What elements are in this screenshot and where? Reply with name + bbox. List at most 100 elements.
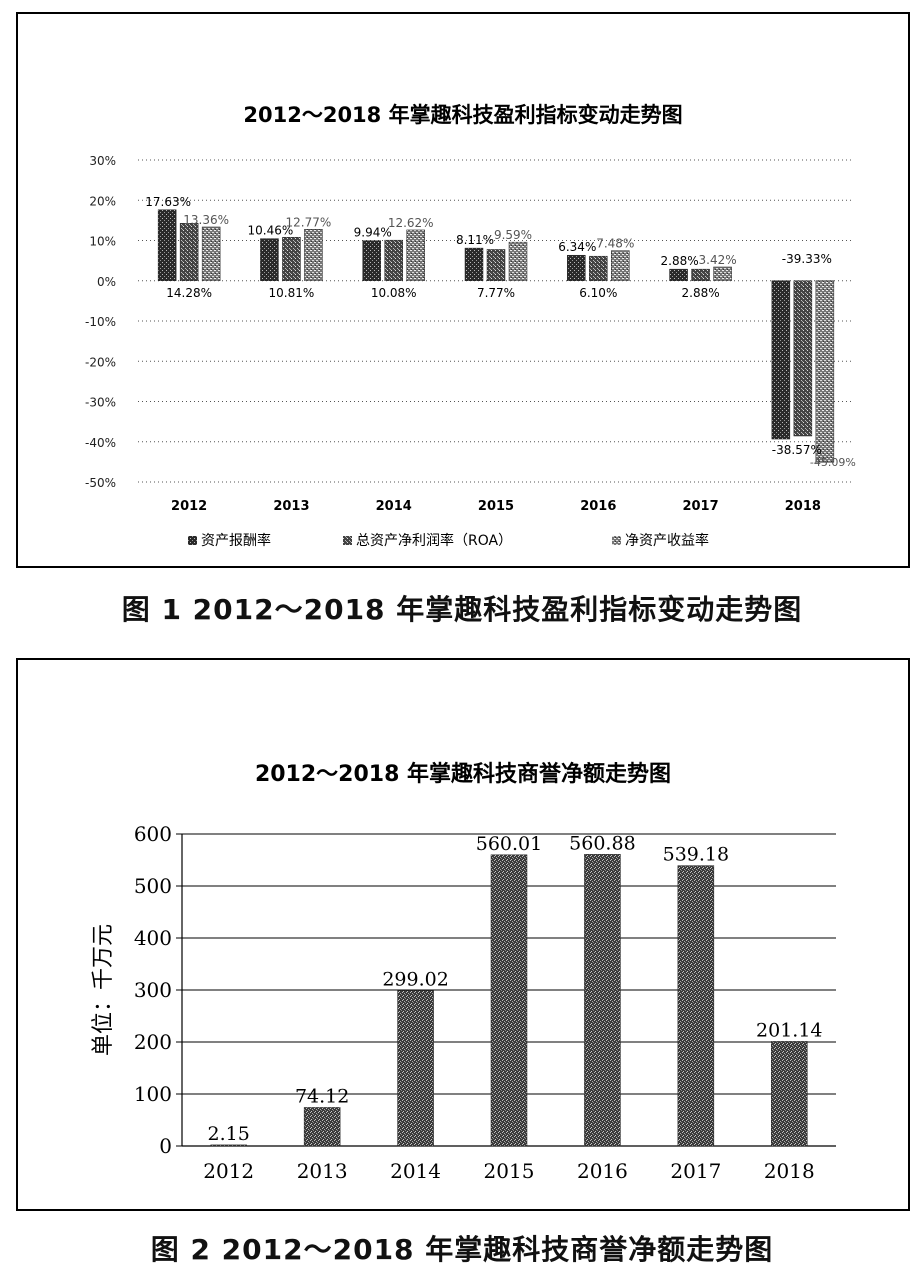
y-tick-label: 0: [159, 1134, 172, 1158]
bar: [584, 854, 621, 1147]
goodwill-chart: 2012～2018 年掌趣科技商誉净额走势图 单位：千万元 0 100 200 300…: [91, 761, 836, 1183]
bar: [771, 1041, 808, 1147]
bar: [303, 1107, 341, 1147]
bar: [815, 280, 835, 463]
figure2-caption: 图 2 2012～2018 年掌趣科技商誉净额走势图: [150, 1233, 774, 1266]
x-tick-label: 2012: [203, 1159, 254, 1183]
bar: [669, 268, 688, 282]
data-label: 2.88%: [661, 254, 699, 268]
legend-label: 净资产收益率: [625, 532, 709, 549]
bar: [362, 240, 381, 281]
data-label: 299.02: [382, 969, 448, 991]
x-tick-label: 2016: [580, 499, 616, 514]
bar: [384, 239, 403, 281]
data-label: 560.01: [476, 833, 542, 855]
data-label: 8.11%: [456, 233, 494, 247]
bar: [304, 229, 323, 282]
data-label: 13.36%: [183, 213, 229, 227]
x-tick-label: 2013: [297, 1159, 348, 1183]
data-label: -38.57%: [772, 443, 822, 457]
data-label: 14.28%: [166, 286, 212, 300]
data-label: 7.48%: [596, 237, 634, 251]
data-label: 2.15: [208, 1123, 250, 1145]
data-label: 7.77%: [477, 286, 515, 300]
data-label: 74.12: [295, 1085, 349, 1107]
x-tick-label: 2018: [764, 1159, 815, 1183]
legend-label: 总资产净利润率（ROA）: [356, 532, 512, 549]
y-tick-label: 30%: [89, 154, 116, 168]
y-tick-label: 0%: [97, 275, 116, 289]
chart2-y-axis-label: 单位：千万元: [91, 924, 116, 1056]
data-label: 3.42%: [699, 253, 737, 267]
data-label: 10.08%: [371, 286, 417, 300]
x-tick-label: 2015: [478, 499, 514, 514]
bar: [567, 254, 586, 282]
chart1-panel: 2012～2018 年掌趣科技盈利指标变动走势图 30% 20% 10% 0% -10%…: [16, 12, 910, 568]
data-label: 6.34%: [558, 240, 596, 254]
legend-swatch: [343, 536, 352, 545]
data-label: 2.88%: [682, 286, 720, 300]
y-tick-label: -50%: [85, 476, 116, 490]
bar: [201, 226, 221, 281]
data-label: 10.81%: [269, 286, 315, 300]
bar: [691, 268, 710, 282]
y-tick-label: 200: [134, 1030, 172, 1054]
y-tick-label: -40%: [85, 436, 116, 450]
data-label: -39.33%: [782, 252, 832, 266]
bar: [157, 209, 177, 281]
data-label: 6.10%: [579, 286, 617, 300]
y-tick-label: 500: [134, 874, 172, 898]
bar: [210, 1144, 247, 1147]
data-label: 17.63%: [145, 195, 191, 209]
y-tick-label: 10%: [89, 235, 116, 249]
x-tick-label: 2012: [171, 499, 207, 514]
data-label: -45.09%: [810, 456, 856, 469]
data-label: 9.94%: [354, 226, 392, 240]
bar: [179, 223, 199, 281]
bar: [260, 238, 279, 281]
y-tick-label: 300: [134, 978, 172, 1002]
y-tick-label: 400: [134, 926, 172, 950]
bar: [611, 250, 630, 282]
bar: [282, 236, 301, 281]
x-tick-label: 2017: [682, 499, 718, 514]
x-tick-label: 2014: [390, 1159, 441, 1183]
data-label: 10.46%: [248, 224, 294, 238]
bar: [397, 990, 434, 1147]
bar: [508, 241, 528, 282]
profitability-chart: 2012～2018 年掌趣科技盈利指标变动走势图 30% 20% 10% 0% -10%…: [85, 103, 856, 549]
chart1-title: 2012～2018 年掌趣科技盈利指标变动走势图: [243, 103, 682, 127]
legend-swatch: [188, 536, 197, 545]
bar: [713, 266, 732, 281]
bar: [589, 255, 608, 281]
bar: [793, 280, 813, 437]
chart2-panel: 2012～2018 年掌趣科技商誉净额走势图 单位：千万元 0 100 200 300…: [16, 658, 910, 1211]
bar: [677, 865, 715, 1147]
bar: [486, 249, 506, 282]
bar: [490, 854, 528, 1147]
bar: [771, 280, 791, 440]
legend-label: 资产报酬率: [201, 532, 271, 549]
y-tick-label: -30%: [85, 396, 116, 410]
bar: [406, 229, 425, 281]
data-label: 9.59%: [494, 228, 532, 242]
y-tick-label: -20%: [85, 355, 116, 369]
data-label: 12.77%: [286, 215, 332, 229]
data-label: 560.88: [569, 832, 635, 854]
x-tick-label: 2016: [577, 1159, 628, 1183]
data-label: 201.14: [756, 1019, 822, 1041]
x-tick-label: 2015: [484, 1159, 535, 1183]
x-tick-label: 2017: [670, 1159, 721, 1183]
x-tick-label: 2018: [785, 499, 821, 514]
data-label: 539.18: [663, 844, 729, 866]
data-label: 12.62%: [388, 216, 434, 230]
y-tick-label: 600: [134, 822, 172, 846]
bar: [464, 247, 484, 282]
x-tick-label: 2014: [376, 499, 412, 514]
y-tick-label: 100: [134, 1082, 172, 1106]
figure1-caption: 图 1 2012～2018 年掌趣科技盈利指标变动走势图: [121, 593, 803, 626]
legend-swatch: [612, 536, 621, 545]
y-tick-label: -10%: [85, 315, 116, 329]
x-tick-label: 2013: [273, 499, 309, 514]
chart2-title: 2012～2018 年掌趣科技商誉净额走势图: [255, 761, 671, 787]
